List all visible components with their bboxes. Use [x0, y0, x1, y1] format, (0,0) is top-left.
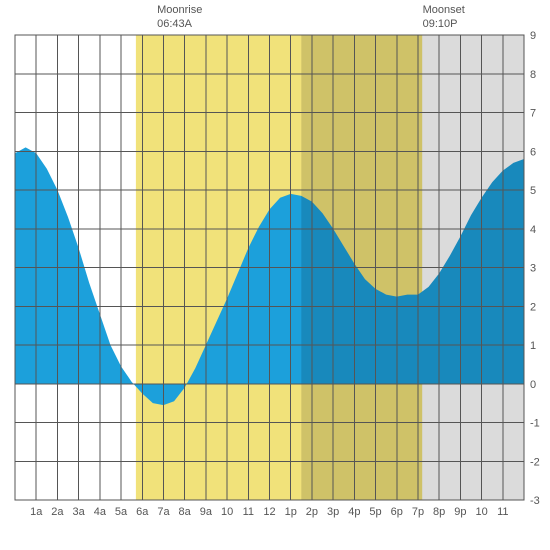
- x-tick-label: 4a: [94, 506, 107, 518]
- x-tick-label: 10: [221, 506, 233, 518]
- x-tick-label: 3p: [327, 506, 339, 518]
- x-tick-label: 9p: [454, 506, 466, 518]
- x-tick-label: 2p: [306, 506, 318, 518]
- moonset-label: Moonset 09:10P: [423, 4, 465, 32]
- moonset-title: Moonset: [423, 4, 465, 18]
- y-tick-label: 6: [530, 146, 536, 158]
- y-tick-label: 2: [530, 301, 536, 313]
- x-tick-label: 5p: [369, 506, 381, 518]
- x-tick-label: 5a: [115, 506, 128, 518]
- y-tick-label: 8: [530, 69, 536, 81]
- x-tick-label: 8a: [179, 506, 192, 518]
- x-tick-label: 4p: [348, 506, 360, 518]
- x-tick-label: 6a: [136, 506, 149, 518]
- tide-chart: Moonrise 06:43A Moonset 09:10P 1a2a3a4a5…: [0, 0, 550, 550]
- x-tick-label: 1a: [30, 506, 43, 518]
- y-tick-label: 3: [530, 263, 536, 275]
- chart-svg: 1a2a3a4a5a6a7a8a9a1011121p2p3p4p5p6p7p8p…: [0, 0, 550, 550]
- y-tick-label: 1: [530, 340, 536, 352]
- y-tick-label: 0: [530, 379, 536, 391]
- x-tick-label: 7a: [157, 506, 170, 518]
- y-tick-label: -1: [530, 418, 540, 430]
- x-tick-label: 1p: [285, 506, 297, 518]
- x-tick-label: 8p: [433, 506, 445, 518]
- moonrise-title: Moonrise: [157, 4, 202, 18]
- x-tick-label: 2a: [51, 506, 64, 518]
- moonrise-label: Moonrise 06:43A: [157, 4, 202, 32]
- x-tick-label: 9a: [200, 506, 213, 518]
- x-tick-label: 3a: [73, 506, 86, 518]
- x-tick-label: 11: [497, 506, 508, 518]
- y-tick-label: 5: [530, 185, 536, 197]
- moonrise-time: 06:43A: [157, 18, 202, 32]
- x-tick-label: 12: [263, 506, 275, 518]
- y-tick-label: -3: [530, 495, 540, 507]
- y-tick-label: 7: [530, 108, 536, 120]
- y-tick-label: 9: [530, 30, 536, 42]
- y-tick-label: -2: [530, 456, 540, 468]
- x-tick-label: 11: [243, 506, 254, 518]
- x-tick-label: 6p: [391, 506, 403, 518]
- moonset-time: 09:10P: [423, 18, 465, 32]
- x-tick-label: 7p: [412, 506, 424, 518]
- y-tick-label: 4: [530, 224, 536, 236]
- x-tick-label: 10: [475, 506, 487, 518]
